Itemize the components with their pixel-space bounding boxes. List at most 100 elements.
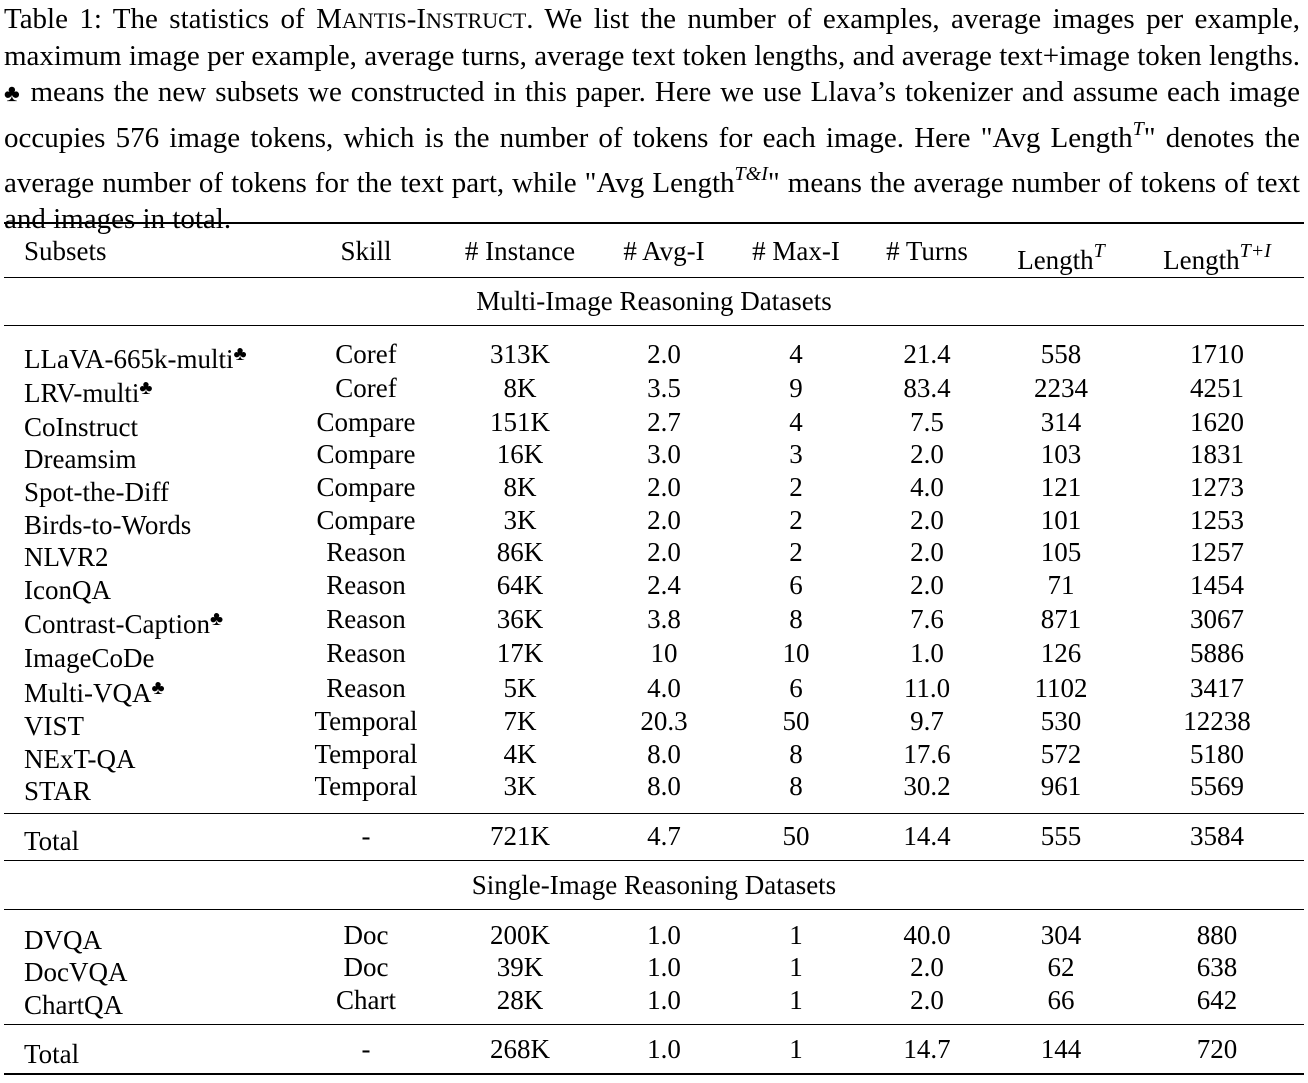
length-t-cell: 2234 [1034,373,1088,403]
length-t-cell: 105 [1040,537,1082,567]
table-row: NExT-QA Temporal 4K 8.0 8 17.6 572 5180 [4,737,1304,774]
instance-cell: 3K [503,505,537,535]
section-rule-single [4,909,1304,910]
skill-cell: - [361,1034,371,1064]
header-turns: # Turns [886,236,968,266]
table-row: NLVR2 Reason 86K 2.0 2 2.0 105 1257 [4,535,1304,572]
length-ti-cell: 1710 [1190,339,1244,369]
table-row: Multi-VQA♣ Reason 5K 4.0 6 11.0 1102 3417 [4,671,1304,708]
max-i-cell: 4 [789,407,803,437]
length-t-cell: 871 [1040,604,1082,634]
header-length-t: LengthT [1017,240,1105,275]
turns-cell: 9.7 [910,706,944,736]
subset-cell: ChartQA [24,990,123,1020]
length-ti-cell: 1257 [1190,537,1244,567]
table-row: IconQA Reason 64K 2.4 6 2.0 71 1454 [4,568,1304,605]
instance-cell: 313K [490,339,550,369]
subset-cell: Birds-to-Words [24,510,192,540]
table-caption: Table 1: The statistics of MANTIS-INSTRU… [4,3,1301,235]
subset-cell: Multi-VQA♣ [24,677,165,708]
section-title-multi: Multi-Image Reasoning Datasets [476,286,832,316]
table-row: STAR Temporal 3K 8.0 8 30.2 961 5569 [4,769,1304,806]
avg-i-cell: 3.8 [647,604,681,634]
instance-cell: 200K [490,920,550,950]
max-i-cell: 2 [789,505,803,535]
table-row: ChartQA Chart 28K 1.0 1 2.0 66 642 [4,983,1304,1020]
length-t-cell: 572 [1040,739,1082,769]
length-t-cell: 144 [1040,1034,1082,1064]
length-t-cell: 314 [1040,407,1082,437]
turns-cell: 83.4 [903,373,951,403]
skill-cell: Temporal [314,739,418,769]
max-i-cell: 1 [789,920,803,950]
skill-cell: - [361,821,371,851]
turns-cell: 1.0 [910,638,944,668]
max-i-cell: 1 [789,985,803,1015]
header-avg-i: # Avg-I [623,236,705,266]
length-ti-cell: 1273 [1190,472,1244,502]
table-row: Birds-to-Words Compare 3K 2.0 2 2.0 101 1253 [4,503,1304,540]
table-row: Total - 721K 4.7 50 14.4 555 3584 [4,819,1304,856]
instance-cell: 8K [503,373,537,403]
header-skill: Skill [340,236,392,266]
length-ti-cell: 5180 [1190,739,1244,769]
length-ti-cell: 12238 [1183,706,1251,736]
length-t-cell: 304 [1040,920,1082,950]
header-rule [4,277,1304,278]
total-rule-multi [4,813,1304,814]
dataset-name: MANTIS-INSTRUCT [316,3,527,35]
instance-cell: 86K [496,537,544,567]
table-row: Spot-the-Diff Compare 8K 2.0 2 4.0 121 1273 [4,470,1304,507]
length-ti-cell: 880 [1196,920,1238,950]
length-t-cell: 530 [1040,706,1082,736]
table-row: LLaVA-665k-multi♣ Coref 313K 2.0 4 21.4 558 171… [4,337,1304,374]
max-i-cell: 50 [782,706,810,736]
length-ti-cell: 3417 [1190,673,1244,703]
skill-cell: Coref [335,373,397,403]
skill-cell: Doc [343,920,389,950]
section-title-single: Single-Image Reasoning Datasets [471,870,837,900]
turns-cell: 14.7 [903,1034,951,1064]
skill-cell: Temporal [314,706,418,736]
avg-i-cell: 3.5 [647,373,681,403]
length-t-cell: 66 [1047,985,1075,1015]
length-t-cell: 555 [1040,821,1082,851]
header-subsets: Subsets [24,236,107,266]
turns-cell: 7.5 [910,407,944,437]
max-i-cell: 50 [782,821,810,851]
avg-i-cell: 8.0 [647,739,681,769]
turns-cell: 2.0 [910,952,944,982]
table-row: Total - 268K 1.0 1 14.7 144 720 [4,1032,1304,1069]
length-t-cell: 62 [1047,952,1075,982]
subset-cell: IconQA [24,575,111,605]
top-rule [4,222,1304,224]
length-ti-cell: 642 [1196,985,1238,1015]
avg-i-cell: 1.0 [647,985,681,1015]
turns-cell: 11.0 [903,673,951,703]
length-t-cell: 1102 [1034,673,1088,703]
avg-i-cell: 2.0 [647,339,681,369]
instance-cell: 17K [496,638,544,668]
skill-cell: Reason [326,638,406,668]
subset-cell: NExT-QA [24,744,136,774]
table-row: ImageCoDe Reason 17K 10 10 1.0 126 5886 [4,636,1304,673]
skill-cell: Reason [326,604,406,634]
max-i-cell: 8 [789,739,803,769]
total-rule-single [4,1024,1304,1025]
subset-cell: STAR [24,776,91,806]
instance-cell: 7K [503,706,537,736]
length-t-cell: 558 [1040,339,1082,369]
avg-i-cell: 4.0 [647,673,681,703]
length-ti-cell: 3584 [1190,821,1244,851]
section-rule-single-top [4,860,1304,861]
instance-cell: 3K [503,771,537,801]
avg-i-cell: 2.0 [647,472,681,502]
instance-cell: 16K [496,439,544,469]
subset-cell: Total [24,1039,80,1069]
instance-cell: 5K [503,673,537,703]
header-instance: # Instance [464,236,576,266]
table-header: Subsets Skill # Instance # Avg-I # Max-I… [4,234,1304,275]
length-t-cell: 101 [1040,505,1082,535]
instance-cell: 721K [490,821,550,851]
instance-cell: 36K [496,604,544,634]
